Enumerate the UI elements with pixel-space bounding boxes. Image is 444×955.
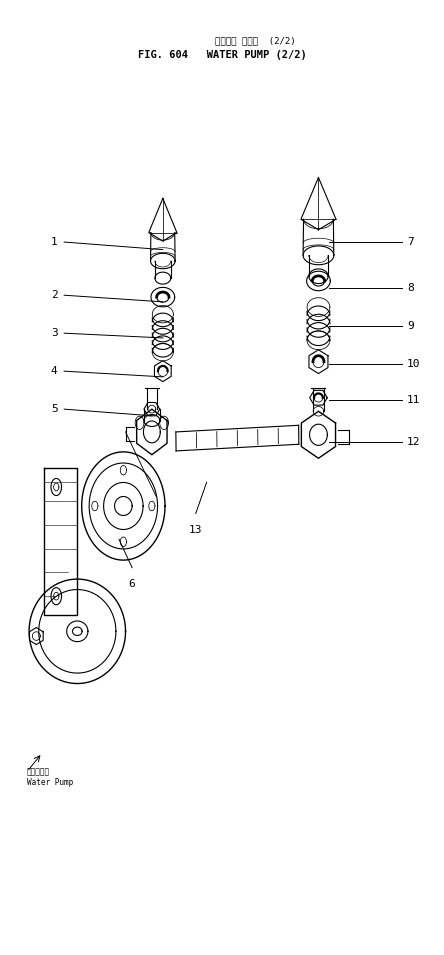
Text: 3: 3 [51,329,58,338]
Text: 13: 13 [189,525,202,535]
Text: Water Pump: Water Pump [27,778,73,788]
Text: 12: 12 [407,437,420,447]
Text: 10: 10 [407,358,420,369]
Text: 11: 11 [407,394,420,405]
Text: FIG. 604   WATER PUMP (2/2): FIG. 604 WATER PUMP (2/2) [138,51,306,60]
Text: 8: 8 [407,283,414,292]
Text: ウォータ ポンプ  (2/2): ウォータ ポンプ (2/2) [214,36,295,45]
Text: 6: 6 [129,579,135,589]
Text: 1: 1 [51,237,58,247]
Text: 9: 9 [407,321,414,330]
Text: 2: 2 [51,290,58,300]
Text: 7: 7 [407,237,414,247]
Text: 散水ポンプ: 散水ポンプ [27,767,50,776]
Text: 5: 5 [51,404,58,414]
Text: 4: 4 [51,366,58,376]
